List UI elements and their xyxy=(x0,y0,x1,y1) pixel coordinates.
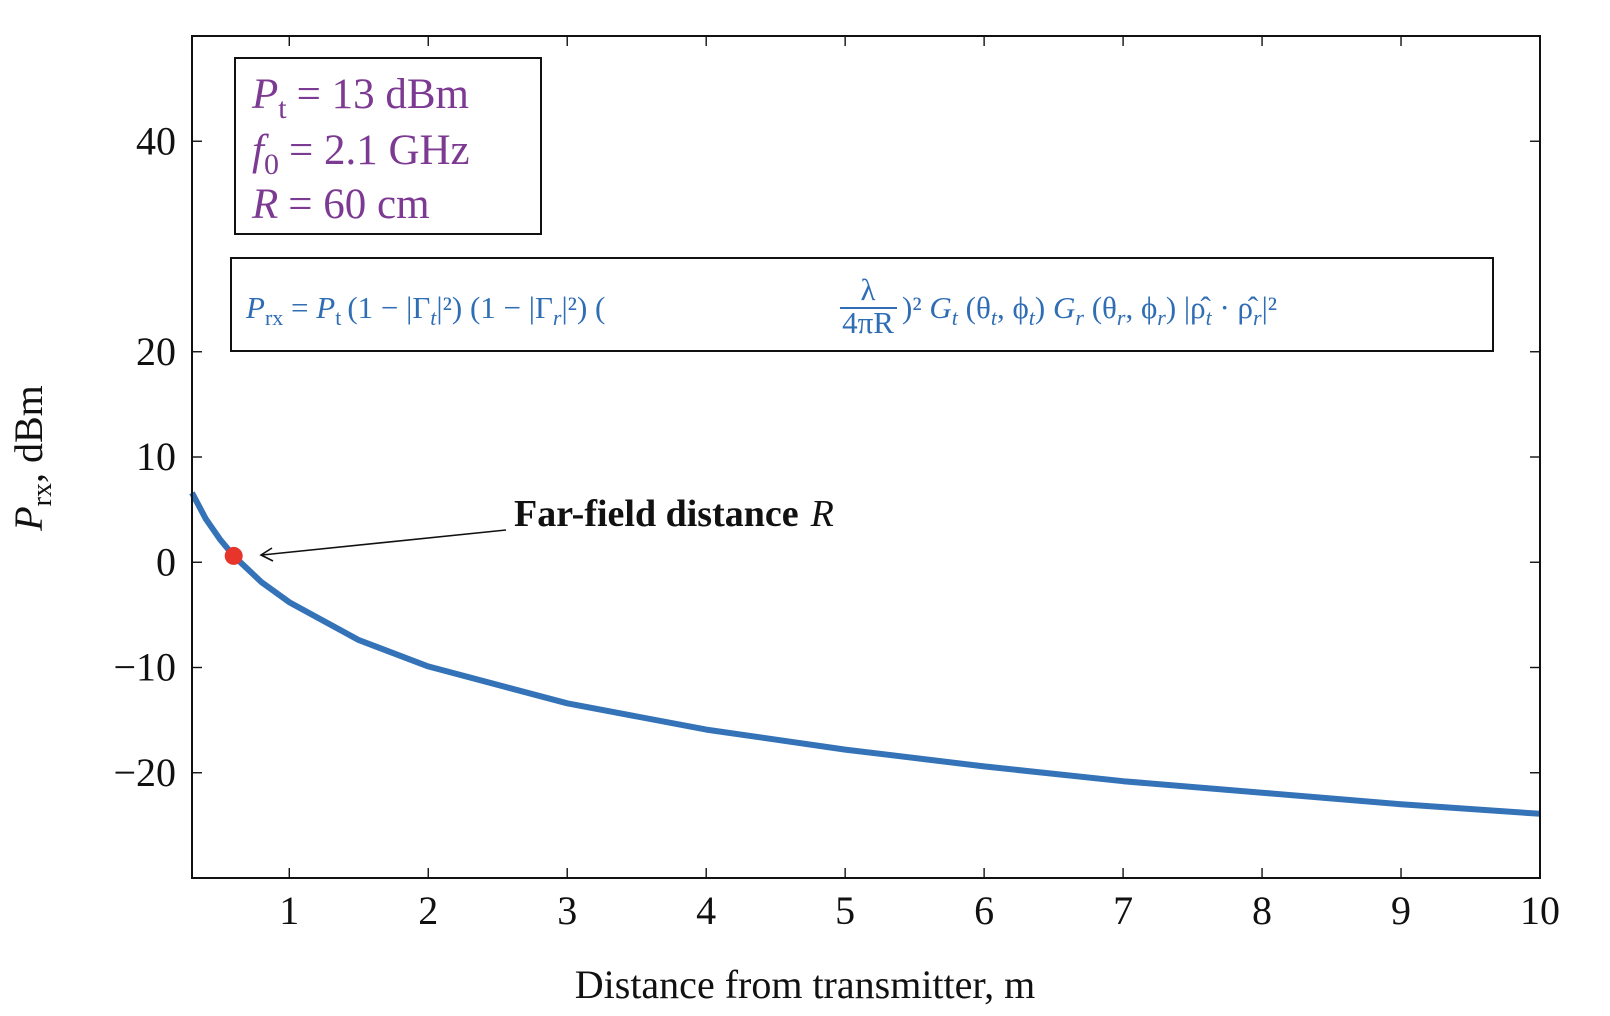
annotation-arrow xyxy=(261,529,507,556)
y-tick-label: 10 xyxy=(136,434,176,479)
y-axis-title: Prx, dBm xyxy=(6,385,58,532)
received-power-curve xyxy=(189,491,1541,817)
x-tick-label: 1 xyxy=(279,888,299,933)
y-tick-label: −20 xyxy=(113,750,176,795)
annotation-label: Far-field distance R xyxy=(514,493,834,535)
x-tick-label: 5 xyxy=(835,888,855,933)
x-tick-label: 2 xyxy=(418,888,438,933)
friis-formula-rest: )² Gt (θt, ϕt) Gr (θr, ϕr) |ρ̂t · ρ̂r|² xyxy=(902,290,1277,330)
friis-formula: Prx = Pt (1 − |Γt|²) (1 − |Γr|²) ( xyxy=(245,290,605,330)
parameter-box: Pt = 13 dBm f0 = 2.1 GHz R = 60 cm xyxy=(234,57,542,235)
x-tick-label: 10 xyxy=(1520,888,1560,933)
far-field-annotation: Far-field distance R xyxy=(259,493,834,562)
formula-fraction-numerator: λ xyxy=(860,272,875,307)
ticks: 1 2 3 4 5 6 7 8 9 10 −20 −10 0 10 20 40 xyxy=(113,36,1560,933)
arrow-head xyxy=(259,547,274,562)
formula-fraction-denominator: 4πR xyxy=(842,305,894,340)
x-tick-label: 8 xyxy=(1252,888,1272,933)
far-field-marker xyxy=(224,546,243,565)
x-tick-label: 3 xyxy=(557,888,577,933)
x-tick-label: 4 xyxy=(696,888,716,933)
param-power: Pt = 13 dBm xyxy=(251,71,469,125)
param-frequency: f0 = 2.1 GHz xyxy=(252,127,470,181)
y-tick-label: 20 xyxy=(136,329,176,374)
x-tick-label: 6 xyxy=(974,888,994,933)
formula-box: Prx = Pt (1 − |Γt|²) (1 − |Γr|²) ( λ 4πR … xyxy=(230,257,1494,352)
plot-area xyxy=(189,491,1541,817)
plot-frame xyxy=(191,35,1541,879)
param-distance: R = 60 cm xyxy=(251,181,430,228)
x-tick-label: 7 xyxy=(1113,888,1133,933)
x-axis-title: Distance from transmitter, m xyxy=(575,962,1036,1007)
y-tick-label: 40 xyxy=(136,118,176,163)
x-tick-label: 9 xyxy=(1391,888,1411,933)
y-tick-label: −10 xyxy=(113,645,176,690)
y-tick-label: 0 xyxy=(156,539,176,584)
